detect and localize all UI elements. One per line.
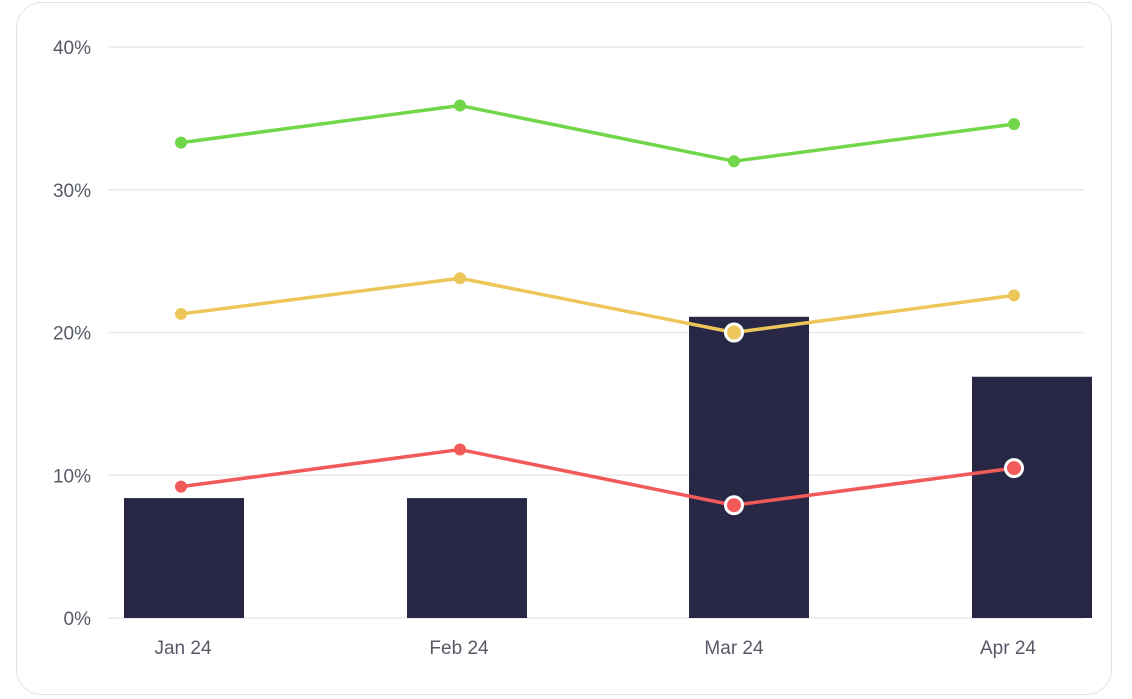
- line-series-group: [175, 99, 1024, 516]
- x-tick-label: Apr 24: [980, 638, 1036, 659]
- series-point: [1008, 289, 1020, 302]
- series-point: [724, 495, 744, 516]
- bar: [689, 316, 809, 618]
- y-tick-label: 10%: [53, 466, 91, 487]
- series-point: [454, 99, 466, 112]
- series-point: [724, 322, 744, 343]
- series-point: [728, 155, 740, 168]
- bar: [124, 498, 244, 618]
- line-series: [175, 99, 1020, 168]
- series-point: [175, 480, 187, 493]
- series-line: [179, 447, 1016, 507]
- series-point: [454, 443, 466, 456]
- series-point: [1008, 118, 1020, 131]
- x-axis-ticks: Jan 24 Feb 24 Mar 24 Apr 24: [154, 638, 1036, 659]
- series-point: [454, 272, 466, 285]
- x-tick-label: Jan 24: [154, 638, 211, 659]
- bar: [407, 498, 527, 618]
- y-tick-label: 30%: [53, 181, 91, 202]
- series-line: [179, 276, 1016, 335]
- line-series: [175, 443, 1024, 516]
- series-line: [179, 103, 1016, 163]
- y-tick-label: 40%: [53, 38, 91, 59]
- line-series: [175, 272, 1020, 343]
- y-tick-label: 0%: [64, 609, 92, 630]
- series-point: [175, 136, 187, 149]
- bar-series: [124, 316, 1092, 618]
- bar: [972, 376, 1092, 618]
- series-point: [175, 307, 187, 320]
- series-point: [1004, 458, 1024, 479]
- y-axis-ticks: 0% 10% 20% 30% 40%: [53, 38, 91, 630]
- x-tick-label: Mar 24: [704, 638, 764, 659]
- y-tick-label: 20%: [53, 324, 91, 345]
- x-tick-label: Feb 24: [429, 638, 489, 659]
